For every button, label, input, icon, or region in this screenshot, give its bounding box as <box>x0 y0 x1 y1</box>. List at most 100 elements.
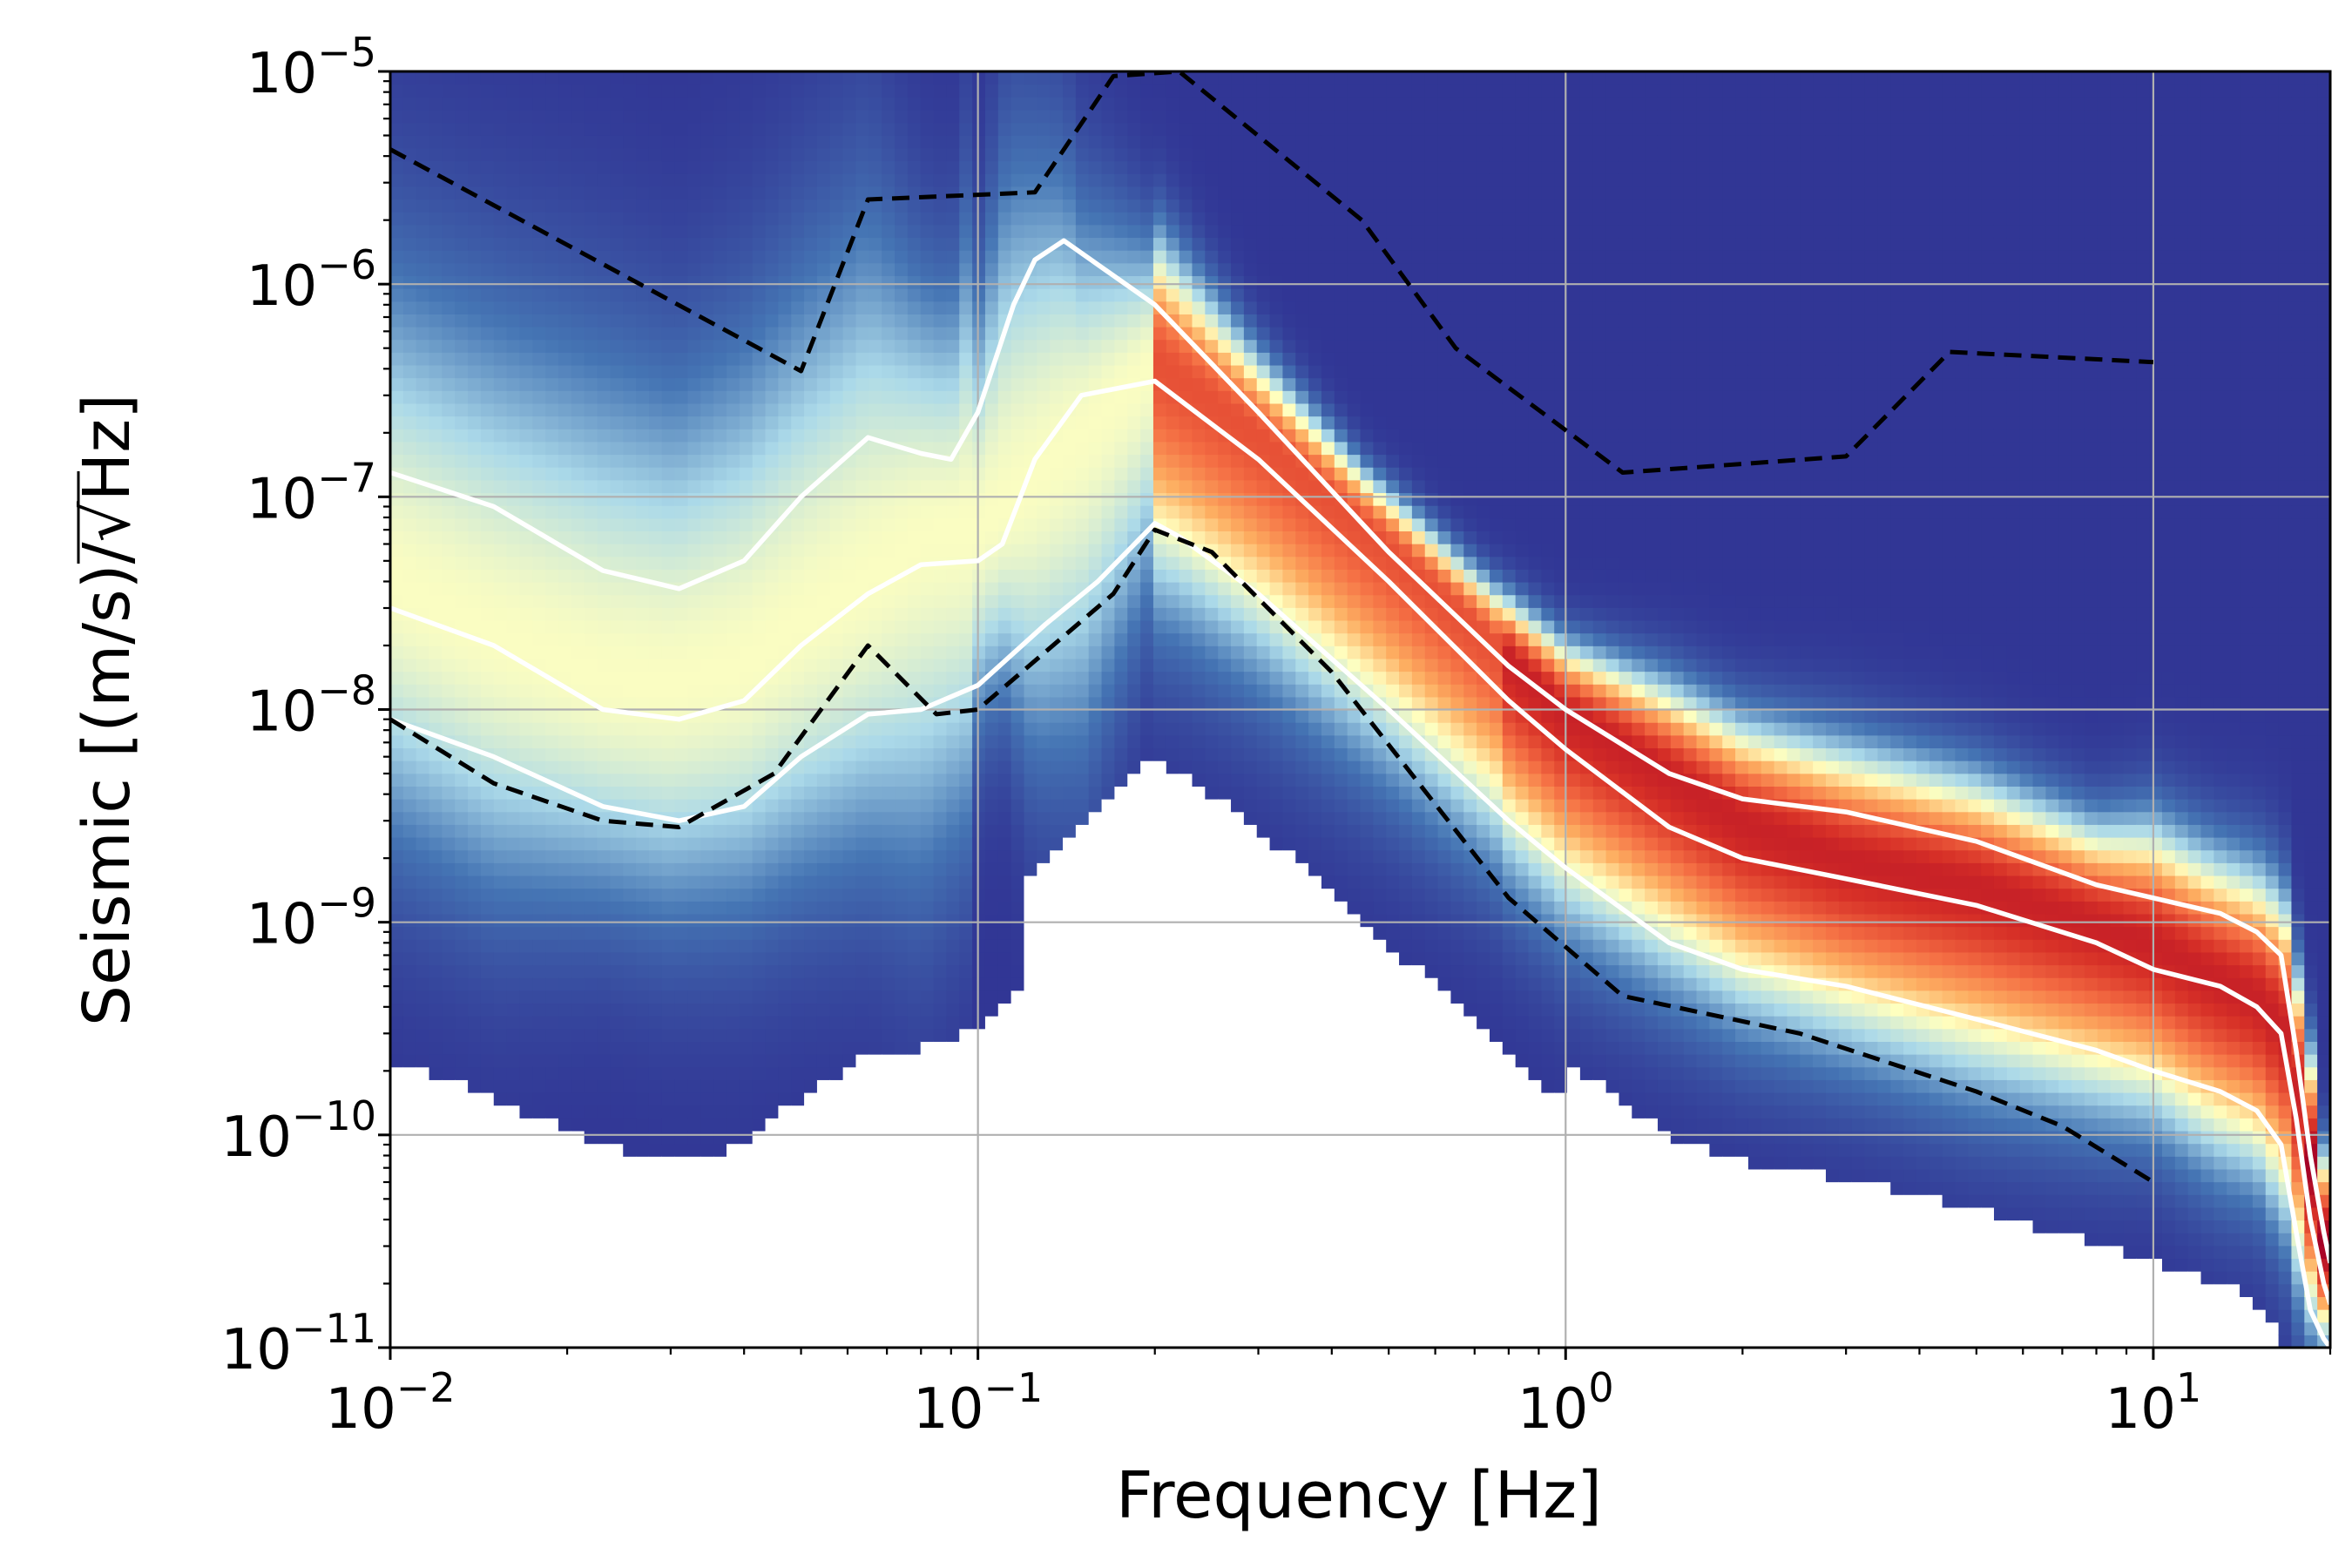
heatmap-cell <box>519 199 533 213</box>
heatmap-cell <box>816 173 831 187</box>
heatmap-cell <box>1024 212 1037 226</box>
heatmap-cell <box>610 84 624 98</box>
heatmap-cell <box>506 901 521 915</box>
heatmap-cell <box>558 569 572 583</box>
heatmap-cell <box>674 544 689 558</box>
heatmap-cell <box>752 862 767 876</box>
heatmap-cell <box>455 556 469 570</box>
heatmap-cell <box>597 544 611 558</box>
heatmap-cell <box>584 594 598 608</box>
heatmap-cell <box>765 505 779 519</box>
heatmap-cell <box>933 84 948 98</box>
heatmap-cell <box>816 237 831 251</box>
heatmap-cell <box>416 1092 430 1106</box>
heatmap-cell <box>946 402 960 417</box>
heatmap-cell <box>597 964 611 978</box>
heatmap-cell <box>997 1118 1012 1132</box>
heatmap-cell <box>700 1181 714 1195</box>
heatmap-cell <box>791 1271 805 1285</box>
heatmap-cell <box>687 658 701 672</box>
heatmap-cell <box>455 913 469 928</box>
heatmap-cell <box>778 696 792 711</box>
heatmap-cell <box>402 1079 417 1093</box>
heatmap-cell <box>661 594 676 608</box>
heatmap-cell <box>829 327 844 341</box>
heatmap-cell <box>519 339 533 353</box>
heatmap-cell <box>972 1105 986 1119</box>
heatmap-cell <box>648 544 663 558</box>
heatmap-cell <box>984 1321 999 1335</box>
heatmap-cell <box>895 544 909 558</box>
heatmap-cell <box>442 454 456 468</box>
heatmap-cell <box>545 479 559 494</box>
heatmap-cell <box>442 709 456 723</box>
heatmap-cell <box>907 799 922 813</box>
heatmap-cell <box>584 1181 598 1195</box>
heatmap-cell <box>597 224 611 239</box>
heatmap-cell <box>429 1092 443 1106</box>
heatmap-cell <box>636 1321 650 1335</box>
heatmap-cell <box>946 1092 960 1106</box>
heatmap-cell <box>816 147 831 162</box>
heatmap-cell <box>933 352 948 366</box>
heatmap-cell <box>855 1118 869 1132</box>
heatmap-cell <box>765 1194 779 1208</box>
heatmap-cell <box>700 492 714 506</box>
heatmap-cell <box>429 122 443 136</box>
heatmap-cell <box>752 799 767 813</box>
heatmap-cell <box>584 569 598 583</box>
heatmap-cell <box>855 454 869 468</box>
heatmap-cell <box>959 1130 973 1145</box>
heatmap-cell <box>661 71 676 85</box>
heatmap-cell <box>442 314 456 328</box>
heatmap-cell <box>1010 1118 1025 1132</box>
heatmap-cell <box>493 811 508 825</box>
heatmap-cell <box>984 1309 999 1323</box>
heatmap-cell <box>402 862 417 876</box>
heatmap-cell <box>882 416 896 429</box>
heatmap-cell <box>571 492 585 506</box>
heatmap-cell <box>519 109 533 124</box>
heatmap-cell <box>1024 416 1037 429</box>
heatmap-cell <box>816 760 831 774</box>
heatmap-cell <box>752 926 767 940</box>
heatmap-cell <box>674 645 689 659</box>
heatmap-cell <box>882 84 896 98</box>
heatmap-cell <box>946 173 960 187</box>
heatmap-cell <box>571 671 585 685</box>
heatmap-cell <box>532 939 546 953</box>
heatmap-cell <box>597 1194 611 1208</box>
heatmap-cell <box>532 160 546 174</box>
heatmap-cell <box>829 913 844 928</box>
heatmap-cell <box>868 824 882 838</box>
heatmap-cell <box>959 913 973 928</box>
heatmap-cell <box>997 275 1012 289</box>
heatmap-cell <box>972 377 986 391</box>
heatmap-cell <box>816 1194 831 1208</box>
heatmap-cell <box>816 122 831 136</box>
heatmap-cell <box>661 1143 676 1157</box>
heatmap-cell <box>984 837 999 851</box>
heatmap-cell <box>480 837 495 851</box>
heatmap-cell <box>855 467 869 481</box>
heatmap-cell <box>623 671 637 685</box>
heatmap-cell <box>765 1271 779 1285</box>
heatmap-cell <box>972 147 986 162</box>
heatmap-cell <box>868 607 882 621</box>
heatmap-cell <box>933 544 948 558</box>
heatmap-cell <box>804 824 818 838</box>
heatmap-cell <box>765 1168 779 1183</box>
heatmap-cell <box>532 212 546 226</box>
heatmap-cell <box>1024 1335 1037 1348</box>
heatmap-cell <box>493 1092 508 1106</box>
heatmap-cell <box>1024 684 1037 698</box>
heatmap-cell <box>829 84 844 98</box>
heatmap-cell <box>402 1181 417 1195</box>
heatmap-cell <box>480 71 495 85</box>
heatmap-cell <box>416 645 430 659</box>
heatmap-cell <box>907 1041 922 1055</box>
heatmap-cell <box>972 454 986 468</box>
heatmap-cell <box>480 1335 495 1348</box>
heatmap-cell <box>882 1245 896 1260</box>
heatmap-cell <box>1024 1016 1037 1030</box>
